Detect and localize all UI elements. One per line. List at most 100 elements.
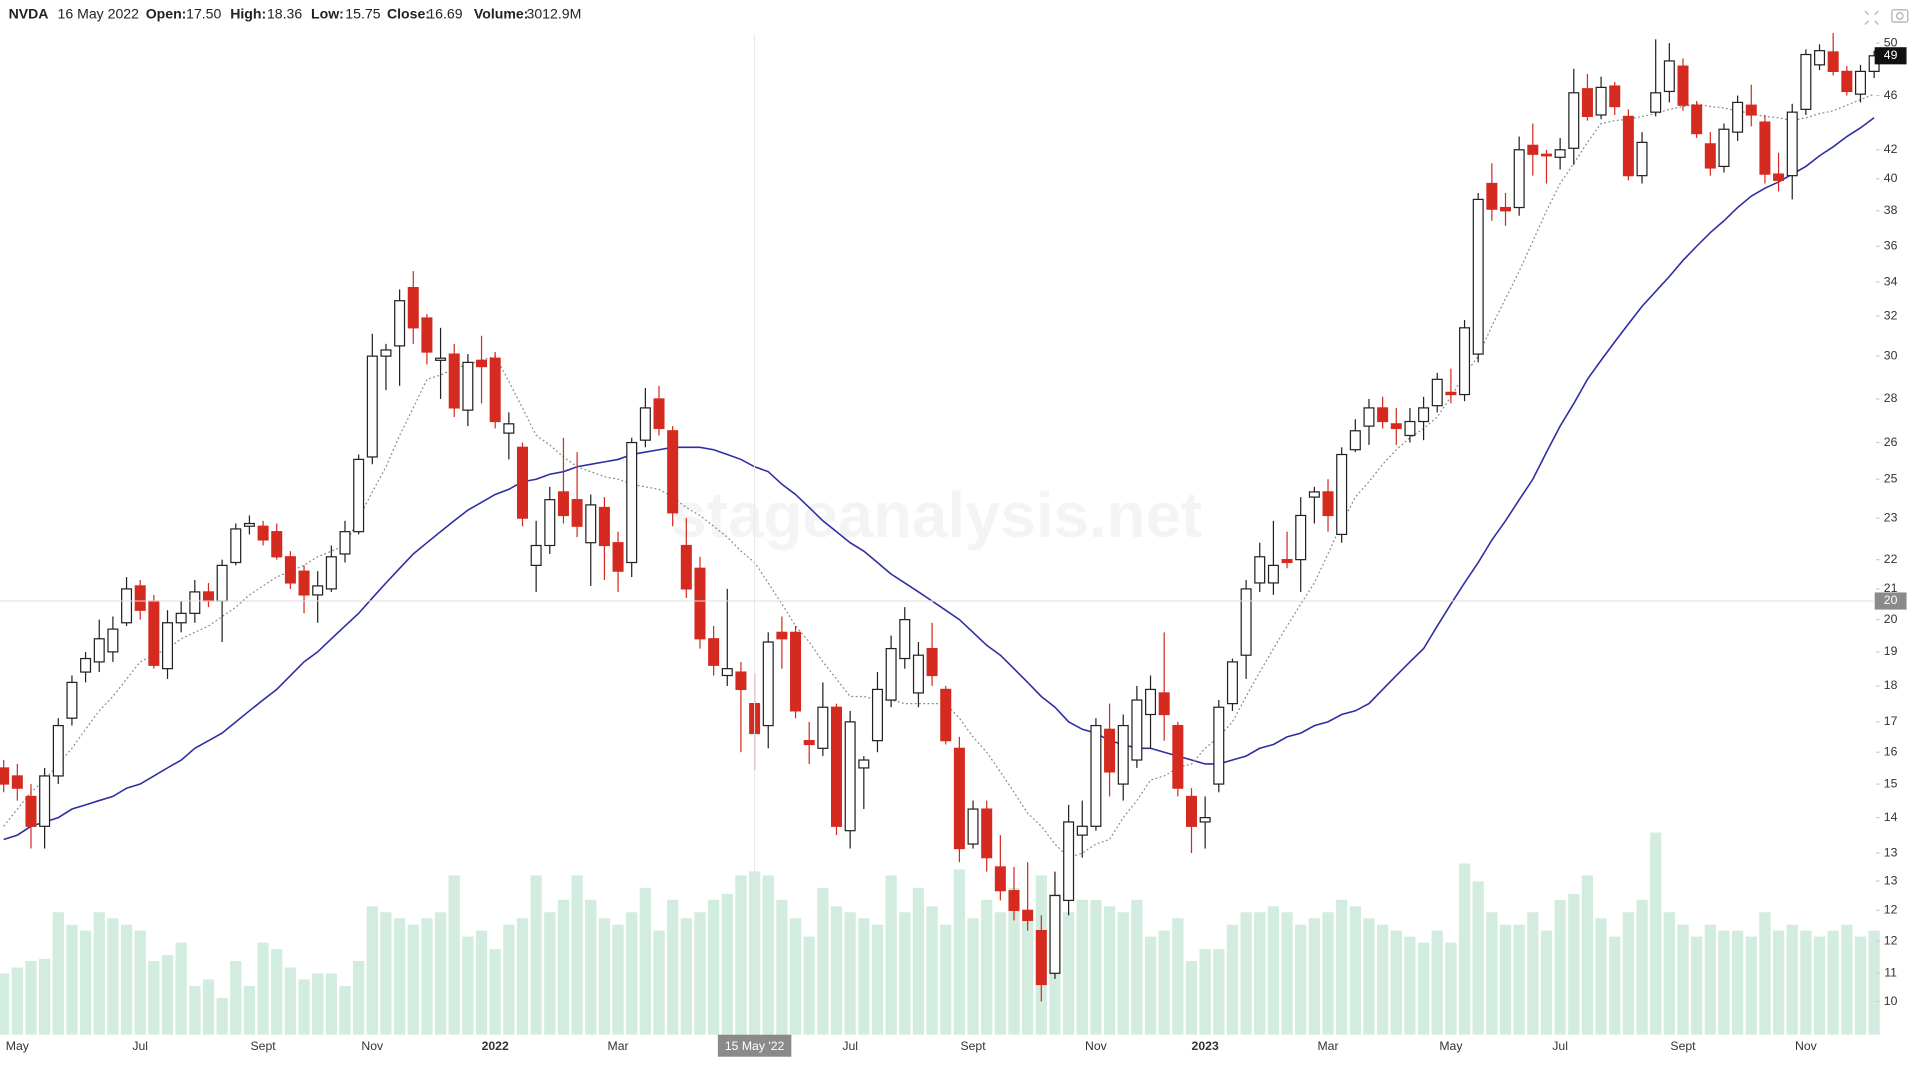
volume-bar [407,924,419,1035]
candle-body [967,808,979,845]
candle-body [667,430,679,514]
volume-bar [885,875,897,1035]
candle-body [271,531,283,558]
candle-body [1199,817,1211,823]
candle-body [1841,70,1853,93]
volume-bar [1404,936,1416,1035]
volume-bar [1772,930,1785,1035]
y-tick-label: 10 [1884,994,1898,1008]
candle-body [1718,128,1730,168]
candle-body [1554,149,1566,158]
volume-bar [1377,924,1389,1035]
candle-body [1431,378,1443,407]
candle-body [243,522,255,527]
volume-bar [585,899,597,1035]
volume-bar [1677,924,1689,1035]
volume-bar [393,918,406,1035]
y-tick-label: 23 [1884,510,1898,524]
candle-body [1459,327,1471,396]
volume-bar [1745,936,1757,1035]
volume-bar [1131,899,1143,1035]
candle-body [353,458,365,533]
candle-body [134,585,146,611]
y-tick-label: 12 [1884,933,1898,947]
volume-bar [93,912,105,1035]
volume-bar [639,887,651,1035]
candle-body [1267,564,1279,584]
y-tick-label: 25 [1884,471,1898,485]
candle-body [1609,85,1621,108]
candle-body [189,591,201,614]
candle-body [1704,143,1716,169]
candle-body [1568,92,1580,149]
y-tick-label: 17 [1884,714,1898,728]
volume-bar [243,985,256,1035]
candle-body [817,706,829,749]
volume-bar [1458,863,1471,1035]
volume-bar [762,875,774,1035]
volume-bar [1390,930,1402,1035]
candle-body [762,641,774,727]
volume-bar [871,924,884,1035]
x-tick-label: Mar [1317,1039,1338,1053]
volume-bar [1472,881,1484,1035]
volume-bar [489,949,501,1035]
fullscreen-button[interactable] [1864,10,1879,26]
field-name: Volume: [474,5,529,21]
y-tick-label: 14 [1884,810,1898,824]
volume-bar [120,924,133,1035]
candle-body [899,618,911,660]
candle-body [448,353,460,409]
candle-body [694,567,706,640]
volume-bar [598,918,611,1035]
volume-bar [667,899,679,1035]
candle-body [1500,206,1512,212]
volume-bar [858,918,870,1035]
snapshot-button[interactable] [1891,9,1909,23]
crosshair-y-box [1874,592,1907,610]
candle-body [1513,149,1525,209]
candle-body [1322,491,1334,517]
field-value: 16.69 [427,5,462,21]
volume-bar [940,924,952,1035]
candle-body [831,706,843,827]
candle-body [421,317,433,353]
candle-body [1472,198,1484,355]
volume-bar [175,942,187,1035]
volume-bar [312,973,324,1035]
volume-bar [612,924,624,1035]
candle-body [1213,706,1225,785]
volume-bar [1554,899,1566,1035]
candle-body [1336,453,1348,536]
volume-bar [1349,906,1361,1035]
volume-bar [1691,936,1703,1035]
candle-body [1104,728,1116,773]
volume-bar [1172,918,1184,1035]
y-tick-label: 15 [1884,776,1898,790]
volume-bar [1267,906,1280,1035]
candle-body [1527,144,1539,155]
volume-bar [1281,912,1293,1035]
axis-layer: 5046424038363432302826252322212019181716… [0,34,1907,1057]
candle-body [585,504,597,544]
volume-bar [134,930,146,1035]
volume-bar [530,875,542,1035]
candle-body [1035,930,1047,986]
volume-layer [0,832,1880,1035]
candle-body [803,740,815,746]
volume-bar [189,985,201,1035]
candle-body [148,600,160,666]
candle-body [1854,70,1867,95]
volume-bar [1008,887,1020,1035]
volume-bar [1800,930,1812,1035]
volume-bar [216,997,228,1035]
volume-bar [653,930,665,1035]
candle-body [339,531,351,555]
candle-body [66,681,78,719]
candle-body [462,361,474,411]
y-tick-label: 13 [1884,845,1898,859]
candle-body [1158,692,1170,716]
y-tick-label: 18 [1884,678,1898,692]
volume-bar [1868,930,1880,1035]
candle-body [776,631,788,640]
